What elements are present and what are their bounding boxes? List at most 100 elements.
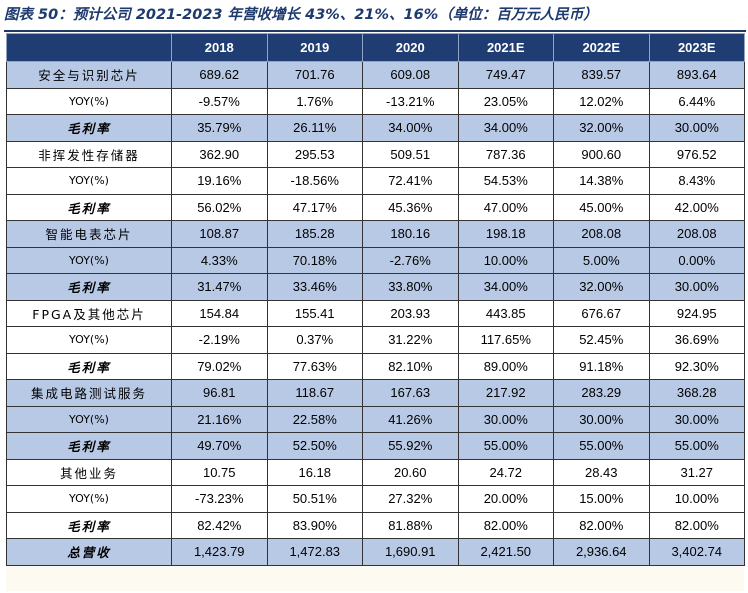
table-cell: 55.00% [648,432,745,460]
table-row: YOY(%) 19.16% -18.56% 72.41% 54.53% 14.38% 8.4… [6,167,745,195]
row-label: 智能电表芯片 [6,220,172,248]
table-row: 毛利率 31.47% 33.46% 33.80% 34.00% 32.00% 30.00% [6,273,745,301]
table-cell: -73.23% [171,485,268,513]
table-cell: 42.00% [648,193,745,221]
table-cell: 0.00% [648,246,745,274]
table-cell: 676.67 [553,299,650,327]
table-cell: 72.41% [362,167,459,195]
table-cell: 28.43 [553,458,650,486]
table-cell: 82.00% [553,511,650,539]
table-cell: 368.28 [648,379,745,407]
table-cell: 50.51% [266,485,363,513]
table-cell: 30.00% [648,273,745,301]
row-label: YOY(%) [6,405,172,433]
table-cell: 509.51 [362,140,459,168]
table-cell: 208.08 [553,220,650,248]
row-label: 集成电路测试服务 [6,379,172,407]
table-cell: 1,472.83 [266,538,363,566]
header-cell-label [6,33,172,62]
table-cell: 900.60 [553,140,650,168]
table-cell: 32.00% [553,273,650,301]
table-cell: 2,936.64 [553,538,650,566]
table-cell: 45.00% [553,193,650,221]
table-cell: 6.44% [648,87,745,115]
row-label: 毛利率 [6,193,172,221]
table-cell: 118.67 [266,379,363,407]
table-cell: -2.19% [171,326,268,354]
table-cell: 83.90% [266,511,363,539]
row-label: YOY(%) [6,485,172,513]
table-cell: 362.90 [171,140,268,168]
table-cell: -18.56% [266,167,363,195]
table-cell: 4.33% [171,246,268,274]
table-row: 毛利率 35.79% 26.11% 34.00% 34.00% 32.00% 30.00% [6,114,745,142]
table-cell: 15.00% [553,485,650,513]
table-cell: 749.47 [457,61,554,89]
table-cell: 0.37% [266,326,363,354]
table-cell: 217.92 [457,379,554,407]
table-row: YOY(%) -2.19% 0.37% 31.22% 117.65% 52.45% 36.6… [6,326,745,354]
table-cell: 155.41 [266,299,363,327]
table-cell: 10.00% [457,246,554,274]
table-cell: 23.05% [457,87,554,115]
table-cell: 185.28 [266,220,363,248]
table-cell: 443.85 [457,299,554,327]
table-cell: 3,402.74 [648,538,745,566]
table-cell: 52.50% [266,432,363,460]
table-cell: 45.36% [362,193,459,221]
table-row: 非挥发性存储器 362.90 295.53 509.51 787.36 900.60 976… [6,140,745,168]
row-label: 毛利率 [6,432,172,460]
table-row: YOY(%) 4.33% 70.18% -2.76% 10.00% 5.00% 0.00% [6,246,745,274]
table-cell: 8.43% [648,167,745,195]
table-cell: 31.22% [362,326,459,354]
table-cell: 689.62 [171,61,268,89]
table-cell: 30.00% [648,405,745,433]
table-cell: 701.76 [266,61,363,89]
table-cell: 96.81 [171,379,268,407]
table-cell: 108.87 [171,220,268,248]
row-label: 毛利率 [6,273,172,301]
table-cell: 893.64 [648,61,745,89]
table-cell: 2,421.50 [457,538,554,566]
table-cell: 12.02% [553,87,650,115]
table-cell: 55.00% [457,432,554,460]
row-label: 毛利率 [6,511,172,539]
table-cell: 16.18 [266,458,363,486]
table-cell: 34.00% [457,114,554,142]
table-row: 毛利率 56.02% 47.17% 45.36% 47.00% 45.00% 42.00% [6,193,745,221]
table-cell: 55.92% [362,432,459,460]
table-cell: 52.45% [553,326,650,354]
table-cell: 167.63 [362,379,459,407]
table-cell: 89.00% [457,352,554,380]
row-label: FPGA及其他芯片 [6,299,172,327]
table-cell: 49.70% [171,432,268,460]
header-cell-2019: 2019 [266,33,363,62]
title-rule [4,30,746,32]
table-row: YOY(%) -73.23% 50.51% 27.32% 20.00% 15.00% 10.… [6,485,745,513]
row-label: YOY(%) [6,167,172,195]
table-cell: 47.00% [457,193,554,221]
table-row: 其他业务 10.75 16.18 20.60 24.72 28.43 31.27 [6,458,745,486]
table-cell: 81.88% [362,511,459,539]
row-label: YOY(%) [6,246,172,274]
table-cell: -2.76% [362,246,459,274]
row-label: YOY(%) [6,326,172,354]
table-cell: 208.08 [648,220,745,248]
table-cell: 924.95 [648,299,745,327]
table-cell: 1,423.79 [171,538,268,566]
table-cell: 79.02% [171,352,268,380]
table-cell: 36.69% [648,326,745,354]
table-row: 智能电表芯片 108.87 185.28 180.16 198.18 208.08 208.… [6,220,745,248]
table-cell: 22.58% [266,405,363,433]
table-cell: 70.18% [266,246,363,274]
table-cell: 283.29 [553,379,650,407]
table-row: YOY(%) 21.16% 22.58% 41.26% 30.00% 30.00% 30.0… [6,405,745,433]
table-row: 毛利率 49.70% 52.50% 55.92% 55.00% 55.00% 55.00% [6,432,745,460]
table-row: 毛利率 79.02% 77.63% 82.10% 89.00% 91.18% 92.30% [6,352,745,380]
table-row: 总营收 1,423.79 1,472.83 1,690.91 2,421.50 2,936… [6,538,745,566]
table-cell: 31.47% [171,273,268,301]
table-cell: 33.46% [266,273,363,301]
header-cell-2018: 2018 [171,33,268,62]
table-cell: 34.00% [457,273,554,301]
row-label: 毛利率 [6,352,172,380]
